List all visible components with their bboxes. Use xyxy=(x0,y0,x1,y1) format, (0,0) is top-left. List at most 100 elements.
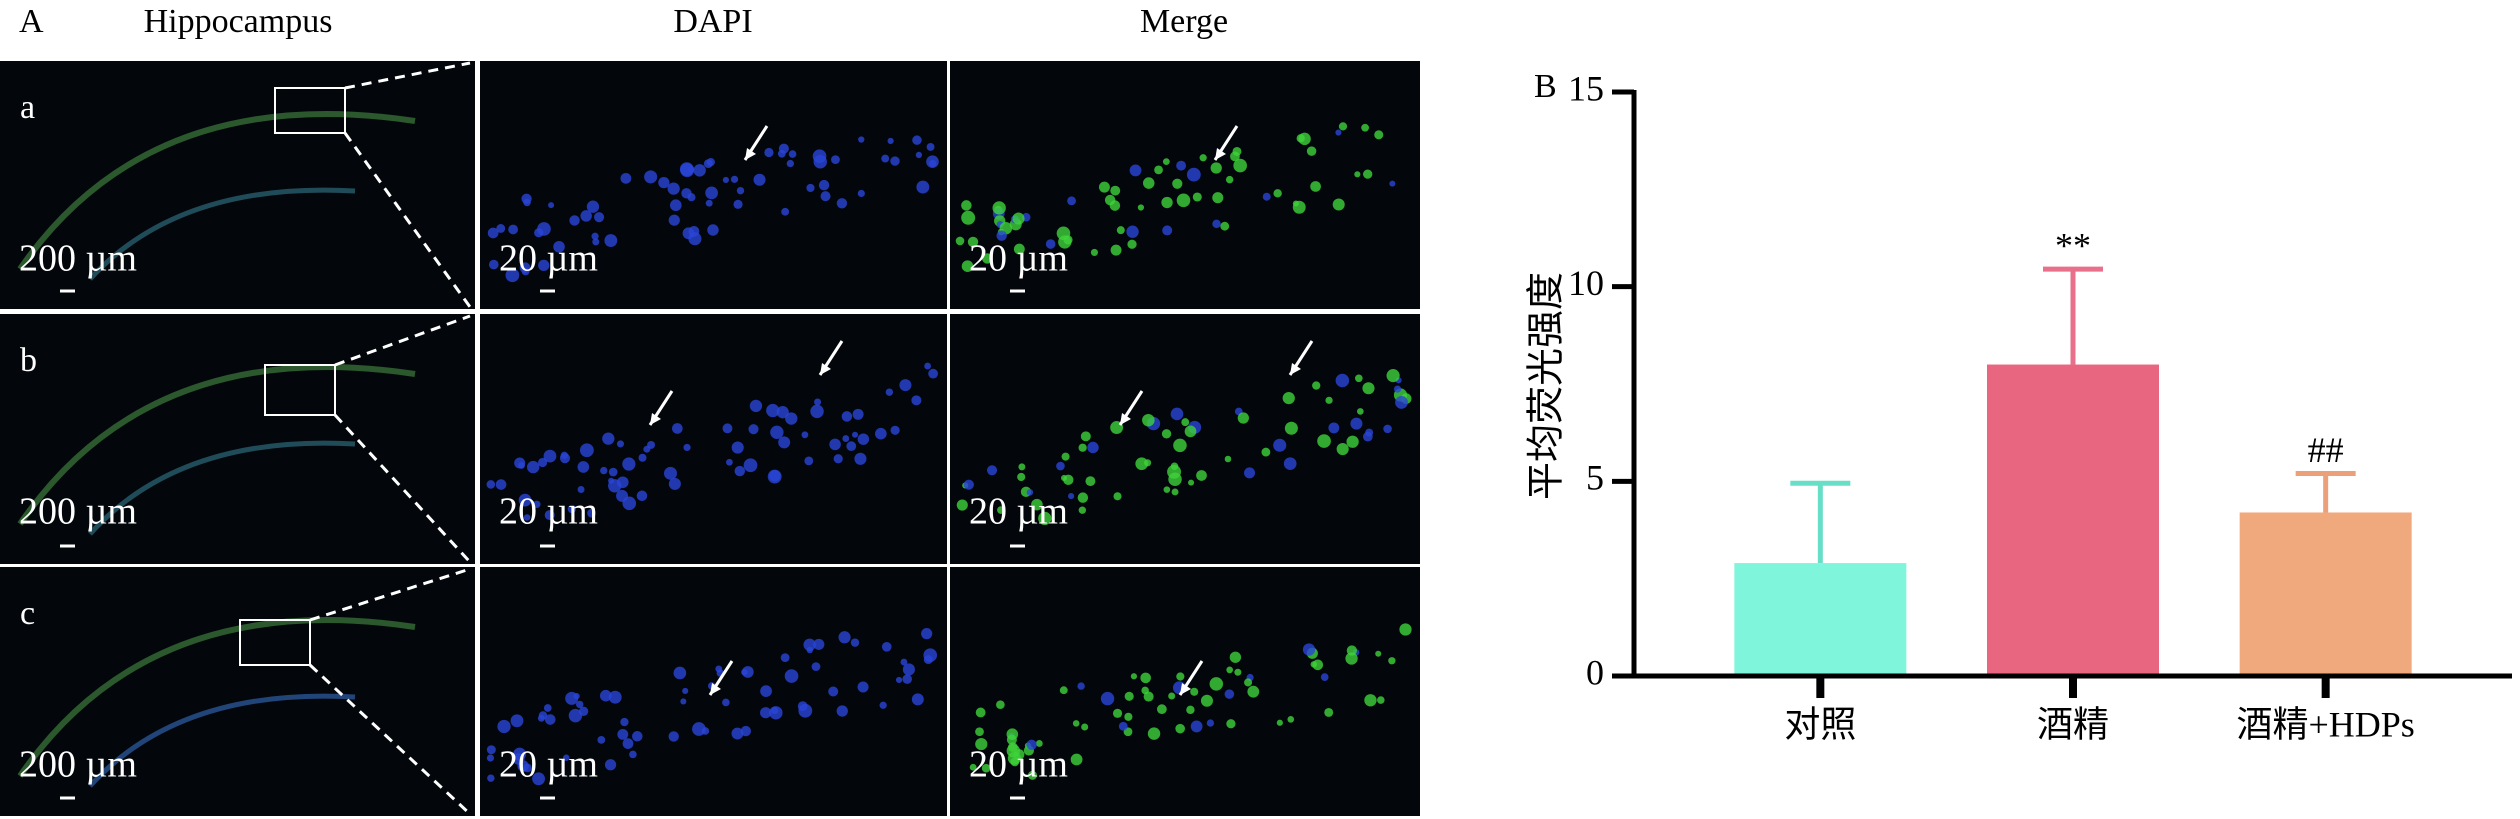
cell xyxy=(604,234,618,247)
cell xyxy=(857,681,869,693)
cell xyxy=(1100,691,1115,706)
micrograph xyxy=(0,314,475,564)
cell xyxy=(753,173,766,186)
scale-label: 20 µm xyxy=(499,744,598,786)
cell xyxy=(902,663,915,676)
cell xyxy=(1027,770,1038,780)
cell xyxy=(632,731,643,742)
cell xyxy=(1212,192,1224,204)
y-tick-label: 0 xyxy=(1586,652,1604,692)
cell xyxy=(785,412,798,425)
cell xyxy=(1140,672,1151,684)
cell xyxy=(986,465,998,476)
cell xyxy=(1026,739,1037,750)
cell xyxy=(846,441,857,452)
cell xyxy=(1388,657,1396,665)
cell xyxy=(963,479,974,490)
cell xyxy=(1090,248,1099,256)
cell xyxy=(1130,673,1138,680)
cell xyxy=(543,449,557,463)
cell xyxy=(577,486,585,493)
row-label: b xyxy=(20,342,37,379)
cell xyxy=(679,162,694,176)
cell xyxy=(975,707,986,718)
cell xyxy=(770,706,779,715)
cell xyxy=(760,685,772,698)
cell xyxy=(672,423,683,434)
cell xyxy=(1317,434,1331,448)
micrograph xyxy=(0,567,475,816)
cell xyxy=(1162,225,1173,236)
cell xyxy=(586,200,600,213)
inset-guide xyxy=(334,314,471,367)
cell xyxy=(1188,479,1195,486)
bar xyxy=(1987,364,2159,676)
cell xyxy=(1170,407,1184,421)
cell xyxy=(1087,441,1099,454)
significance-label: ## xyxy=(2308,430,2344,470)
cell xyxy=(1374,130,1384,140)
cell xyxy=(1336,442,1349,456)
cell xyxy=(1124,712,1133,721)
cell xyxy=(1332,198,1345,211)
panel-label: A xyxy=(19,3,44,40)
scale-label: 20 µm xyxy=(969,238,1068,280)
cell xyxy=(1375,650,1382,657)
cell xyxy=(1162,158,1170,166)
cell xyxy=(766,403,780,418)
cell xyxy=(875,427,887,440)
cell xyxy=(778,436,791,449)
cell xyxy=(1026,489,1034,496)
cell xyxy=(599,689,612,702)
column-header: DAPI xyxy=(673,3,752,40)
inset-box xyxy=(239,619,311,666)
cell xyxy=(1209,677,1224,691)
cell xyxy=(1393,385,1402,393)
cell xyxy=(911,395,922,406)
cell xyxy=(1068,493,1075,500)
cell xyxy=(852,431,859,438)
cell xyxy=(673,666,687,680)
cell xyxy=(1229,651,1242,663)
cell xyxy=(1283,457,1297,470)
cell xyxy=(608,477,615,484)
cell xyxy=(682,687,689,695)
cell xyxy=(1147,727,1161,740)
cell xyxy=(1078,443,1087,452)
cell xyxy=(961,200,972,211)
cell xyxy=(1338,122,1348,131)
cell xyxy=(900,658,908,666)
cell xyxy=(813,155,827,169)
cell xyxy=(1335,129,1342,136)
cell xyxy=(523,198,531,207)
cell xyxy=(928,368,938,379)
cell xyxy=(726,458,733,466)
tissue-layer xyxy=(88,693,356,788)
cell xyxy=(804,456,814,466)
bar xyxy=(2239,512,2412,676)
cell xyxy=(1383,424,1392,434)
cell xyxy=(841,411,853,422)
scale-label: 20 µm xyxy=(499,238,598,280)
cell xyxy=(1190,687,1199,696)
cell xyxy=(1072,720,1080,727)
cell xyxy=(514,457,526,469)
cell xyxy=(576,700,584,709)
cell xyxy=(1225,175,1234,184)
cell xyxy=(1247,685,1260,698)
micrograph-texture xyxy=(486,628,938,786)
cell xyxy=(1282,391,1295,405)
cell xyxy=(776,406,789,419)
cell xyxy=(1244,678,1253,687)
cell xyxy=(681,188,692,199)
cell xyxy=(573,693,580,700)
scale-label: 20 µm xyxy=(969,744,1068,786)
cell xyxy=(486,480,496,489)
cell xyxy=(602,432,615,445)
cell xyxy=(1170,462,1179,470)
cell xyxy=(707,224,719,236)
cell xyxy=(643,445,651,453)
cell xyxy=(741,668,748,676)
cell xyxy=(636,490,648,502)
